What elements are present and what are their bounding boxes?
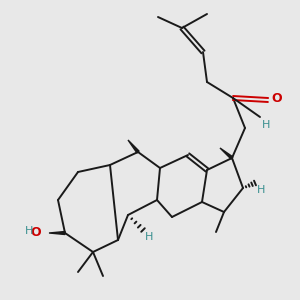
Polygon shape bbox=[49, 232, 65, 235]
Text: O: O bbox=[271, 92, 282, 104]
Text: O: O bbox=[30, 226, 41, 238]
Text: H: H bbox=[25, 226, 33, 236]
Text: H: H bbox=[145, 232, 153, 242]
Polygon shape bbox=[128, 140, 139, 153]
Polygon shape bbox=[220, 148, 233, 159]
Text: H: H bbox=[262, 120, 270, 130]
Text: H: H bbox=[257, 185, 266, 195]
